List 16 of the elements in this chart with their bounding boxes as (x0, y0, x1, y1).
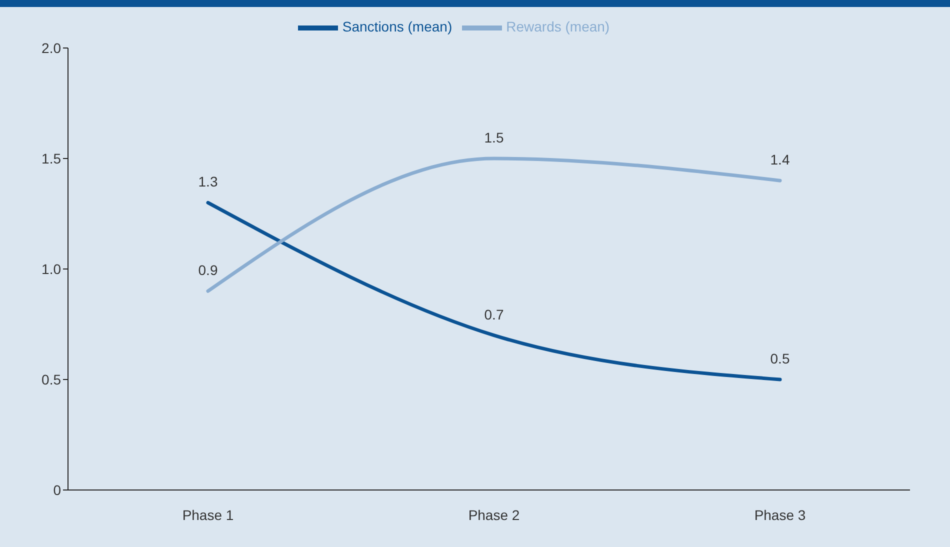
data-label: 0.5 (770, 350, 790, 366)
x-tick-label: Phase 2 (468, 506, 520, 523)
x-tick-label: Phase 1 (182, 506, 234, 523)
data-label: 0.7 (484, 306, 504, 322)
y-tick-label: 2.0 (42, 40, 62, 56)
legend-label: Sanctions (mean) (342, 18, 452, 35)
y-tick-label: 0.5 (42, 371, 62, 388)
data-label: 1.3 (198, 174, 218, 190)
x-tick-label: Phase 3 (754, 506, 806, 523)
y-tick-label: 0 (53, 482, 62, 498)
y-tick-label: 1.5 (42, 150, 62, 166)
data-label: 1.5 (484, 130, 504, 146)
data-label: 1.4 (770, 152, 790, 168)
data-label: 0.9 (198, 262, 218, 278)
legend-label: Rewards (mean) (506, 18, 610, 35)
y-tick-label: 1.0 (42, 260, 62, 277)
